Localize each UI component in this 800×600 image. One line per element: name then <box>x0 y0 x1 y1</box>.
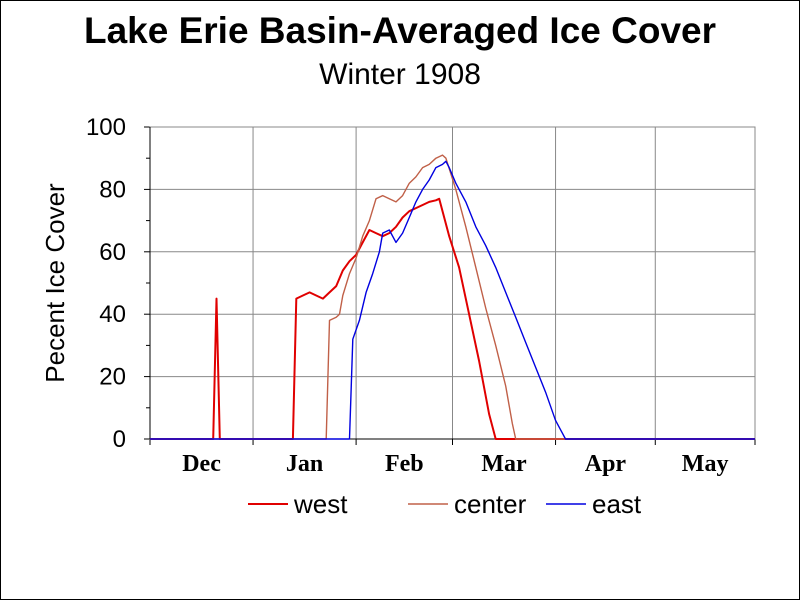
series-lines <box>150 154 755 440</box>
grid-lines <box>150 126 755 439</box>
legend-label-east: east <box>592 489 642 519</box>
x-tick-label: Apr <box>585 451 627 477</box>
y-tick-label: 40 <box>99 301 126 328</box>
y-tick-label: 100 <box>86 114 126 141</box>
series-line-east <box>150 160 755 440</box>
axes <box>144 126 756 445</box>
x-tick-label: Dec <box>182 451 221 477</box>
chart-subtitle: Winter 1908 <box>319 58 481 91</box>
legend-label-west: west <box>293 489 348 519</box>
y-axis-label: Pecent Ice Cover <box>40 183 70 383</box>
y-tick-label: 60 <box>99 239 126 266</box>
x-tick-label: May <box>682 451 729 477</box>
chart-title: Lake Erie Basin-Averaged Ice Cover <box>83 10 717 51</box>
y-tick-label: 80 <box>99 176 126 203</box>
legend-label-center: center <box>454 489 527 519</box>
y-tick-label: 20 <box>99 364 126 391</box>
x-tick-label: Jan <box>286 451 323 477</box>
legend: west center east <box>248 489 642 519</box>
x-tick-label: Mar <box>481 451 527 477</box>
series-line-center <box>150 154 755 440</box>
x-tick-label: Feb <box>385 451 424 477</box>
series-line-west <box>150 197 755 440</box>
tick-labels: 0 20 40 60 80 100 Dec Jan Feb Mar Apr May <box>86 114 729 477</box>
y-tick-label: 0 <box>113 426 126 453</box>
